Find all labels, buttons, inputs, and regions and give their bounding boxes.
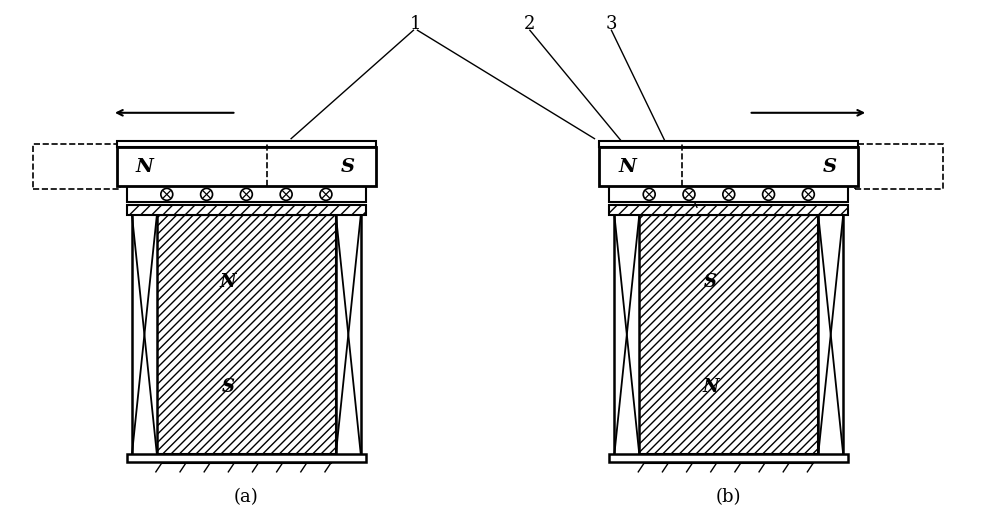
Bar (855, 144, 943, 189)
Text: N: N (136, 158, 154, 176)
Bar (33, 144, 120, 189)
Text: (b): (b) (716, 488, 742, 506)
Text: 3: 3 (606, 15, 617, 33)
Text: 1: 1 (410, 15, 421, 33)
Bar (127, 205, 366, 215)
Bar (639, 215, 818, 454)
Bar (609, 205, 848, 215)
Bar (609, 186, 848, 202)
Text: N: N (220, 273, 236, 291)
Bar (127, 454, 366, 462)
Bar (157, 215, 336, 454)
Text: N: N (618, 158, 636, 176)
Bar (117, 140, 376, 147)
Bar (336, 215, 361, 454)
Bar (599, 140, 858, 147)
Text: S: S (341, 158, 355, 176)
Text: 2: 2 (524, 15, 536, 33)
Bar (132, 215, 157, 454)
Text: S: S (222, 378, 235, 396)
Bar (117, 147, 376, 186)
Text: S: S (823, 158, 837, 176)
Text: N: N (702, 378, 719, 396)
Text: (a): (a) (234, 488, 259, 506)
Bar (818, 215, 843, 454)
Bar (599, 147, 858, 186)
Bar (614, 215, 639, 454)
Bar (609, 454, 848, 462)
Text: S: S (704, 273, 717, 291)
Bar (127, 186, 366, 202)
